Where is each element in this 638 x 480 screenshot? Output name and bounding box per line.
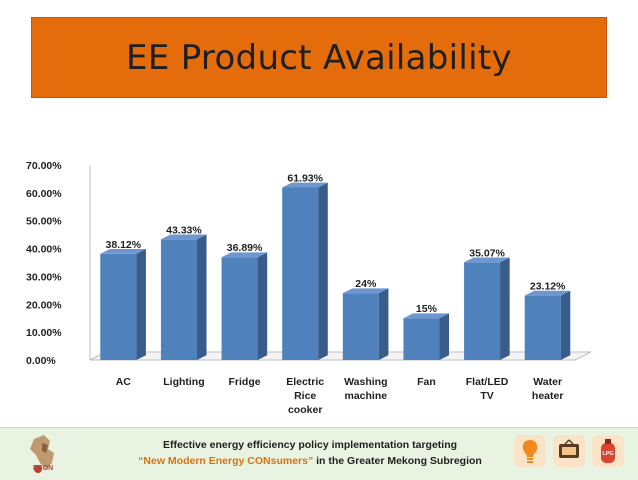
bulb-icon	[514, 435, 546, 467]
lpg-cylinder-icon: LPG	[592, 435, 624, 467]
bar	[403, 318, 440, 360]
bar	[464, 262, 501, 360]
x-tick-label: Washing	[344, 376, 387, 388]
x-tick-label: AC	[116, 376, 132, 388]
footer-line-2: “New Modern Energy CONsumers” in the Gre…	[100, 455, 520, 467]
bar-side	[378, 288, 389, 360]
data-label: 43.33%	[166, 224, 202, 236]
footer-line-2-rest: in the Greater Mekong Subregion	[313, 455, 482, 467]
tv-icon	[553, 435, 585, 467]
bar	[221, 257, 258, 360]
data-label: 23.12%	[530, 281, 566, 293]
data-label: 38.12%	[106, 239, 142, 251]
x-tick-label: Electric	[286, 376, 324, 388]
x-tick-label: TV	[480, 390, 493, 402]
bar-top	[100, 249, 146, 254]
y-tick-label: 50.00%	[26, 216, 62, 228]
data-label: 15%	[416, 303, 438, 315]
data-label: 24%	[355, 278, 377, 290]
bar-top	[160, 234, 207, 240]
logo-text: ECON	[33, 465, 54, 472]
x-tick-label: Flat/LED	[466, 376, 509, 388]
x-tick-label: cooker	[288, 404, 322, 416]
bar-top	[403, 313, 450, 319]
title-banner: EE Product Availability	[31, 17, 607, 98]
bar-chart: 0.00% 10.00% 20.00% 30.00% 40.00% 50.00% 60.00…	[26, 160, 592, 416]
bar-side	[136, 249, 146, 360]
bar	[282, 187, 319, 360]
bar-top	[342, 288, 389, 294]
bar-top	[464, 257, 510, 263]
bar-top	[221, 252, 268, 258]
y-tick-label: 40.00%	[26, 244, 62, 256]
bar	[524, 295, 561, 360]
data-label: 61.93%	[287, 172, 323, 184]
data-label: 36.89%	[227, 242, 263, 254]
x-tick-label: Water	[533, 376, 562, 388]
x-tick-label: heater	[532, 390, 564, 402]
bar-side	[439, 313, 450, 360]
x-tick-label: machine	[345, 390, 388, 402]
y-tick-label: 10.00%	[26, 327, 62, 339]
bar-side	[318, 182, 328, 360]
econ-logo-icon	[30, 435, 54, 473]
bar-side	[196, 234, 207, 360]
x-tick-label: Fan	[417, 376, 436, 388]
bar-side	[560, 290, 571, 360]
bar-top	[524, 290, 571, 296]
x-tick-label: Fridge	[229, 376, 261, 388]
footer-highlight: “New Modern Energy CONsumers”	[138, 455, 314, 467]
y-tick-label: 20.00%	[26, 299, 62, 311]
bar	[160, 239, 197, 360]
data-label: 35.07%	[469, 247, 505, 259]
slide-title: EE Product Availability	[126, 37, 512, 78]
y-tick-label: 30.00%	[26, 271, 62, 283]
y-tick-label: 70.00%	[26, 160, 62, 172]
x-tick-label: Rice	[294, 390, 316, 402]
x-tick-label: Lighting	[163, 376, 204, 388]
bar-side	[257, 252, 268, 360]
lpg-badge-text: LPG	[602, 451, 613, 457]
bar	[100, 253, 137, 360]
footer-line-1: Effective energy efficiency policy imple…	[162, 439, 458, 451]
bar	[342, 293, 379, 360]
bar-side	[500, 257, 510, 360]
bar-top	[282, 182, 328, 188]
y-tick-label: 0.00%	[26, 355, 56, 367]
y-tick-label: 60.00%	[26, 188, 62, 200]
